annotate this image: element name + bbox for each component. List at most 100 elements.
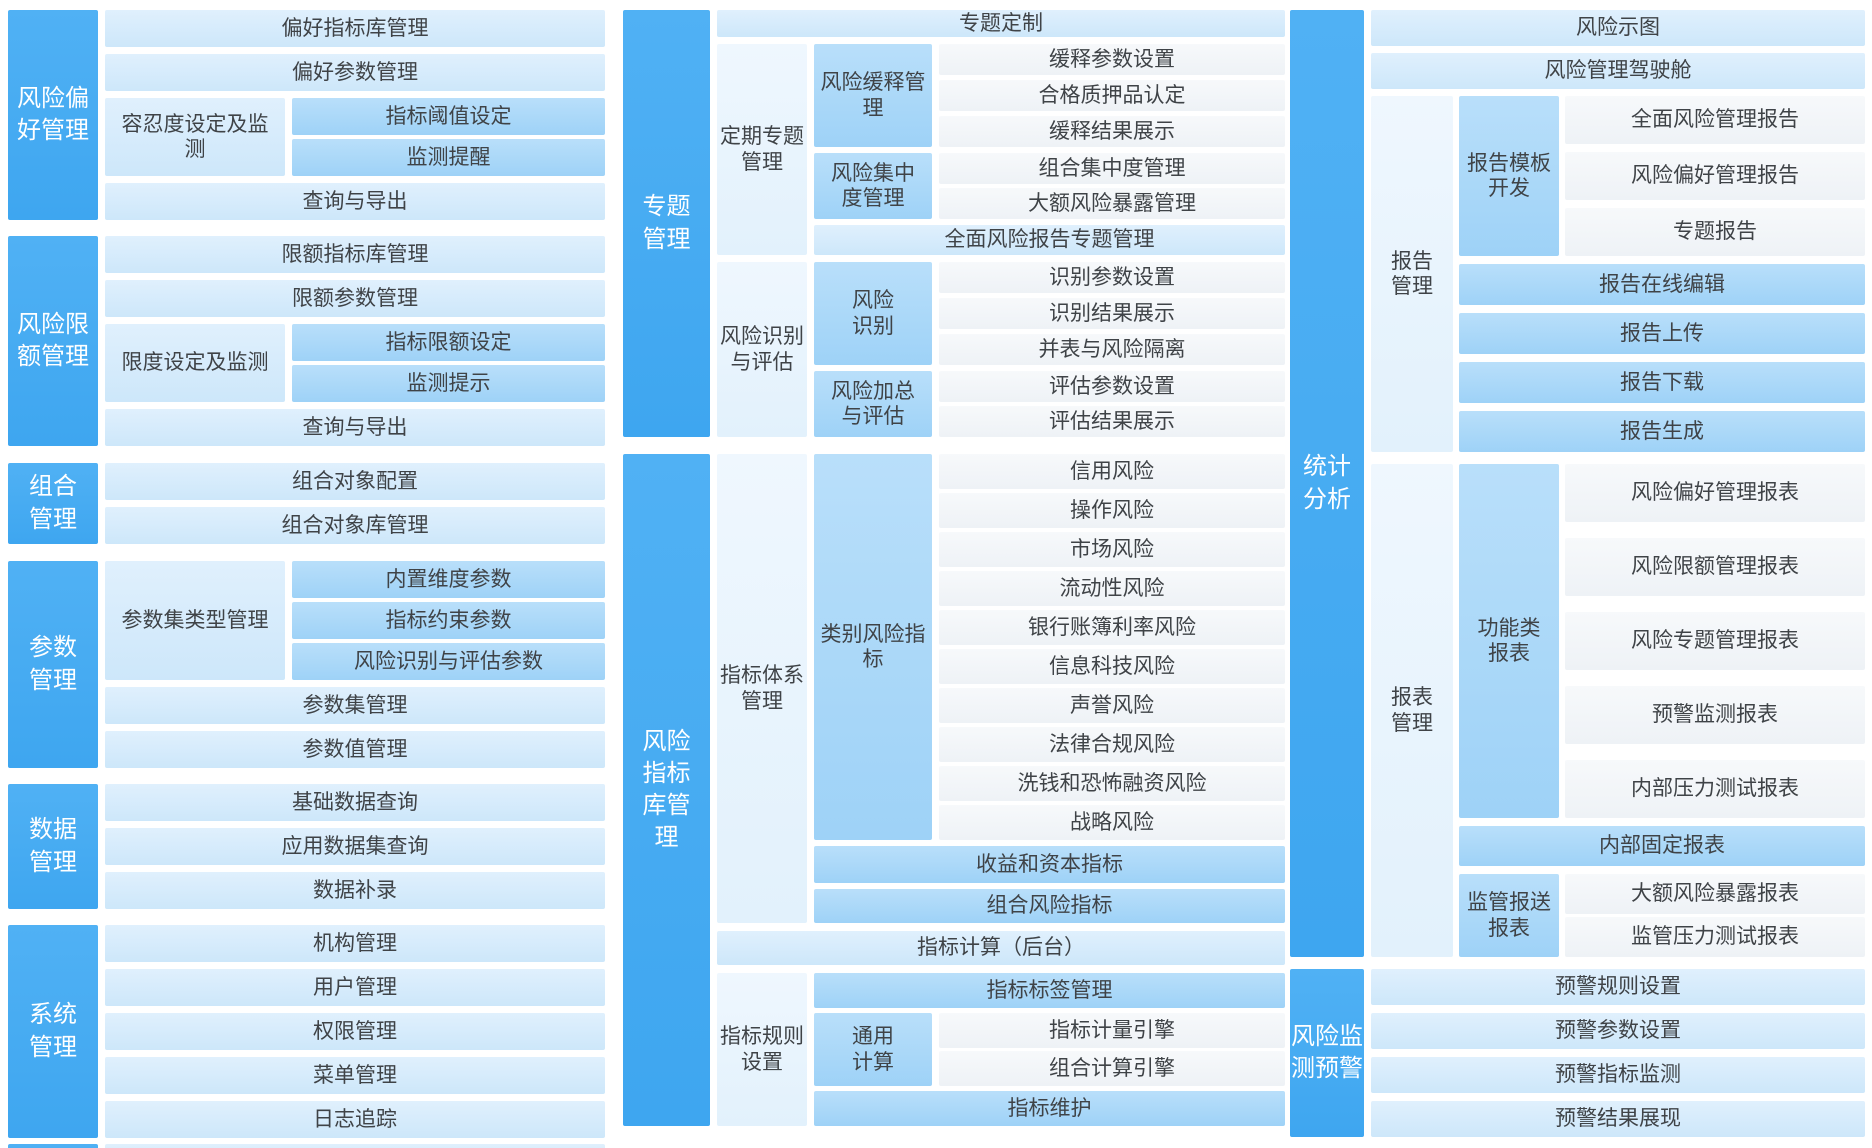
node-ident-param-setting: 识别参数设置 bbox=[939, 262, 1285, 293]
node-risk-ident-eval: 风险识别 与评估 bbox=[717, 262, 807, 437]
node-banking-book-rate-risk: 银行账簿利率风险 bbox=[939, 610, 1285, 645]
node-it-risk: 信息科技风险 bbox=[939, 649, 1285, 684]
node-measure-engine: 指标计量引擎 bbox=[939, 1013, 1285, 1048]
node-builtin-dim-param: 内置维度参数 bbox=[292, 561, 605, 598]
group-periodic-topic: 定期专题 管理 风险缓释管 理 缓释参数设置 合格质押品认定 缓释结果展示 风险… bbox=[717, 44, 1285, 255]
section-stats-analysis-label: 统计 分析 bbox=[1290, 10, 1364, 957]
section-parameter-label: 参数 管理 bbox=[8, 561, 98, 768]
node-risk-preference-report: 风险偏好管理报告 bbox=[1565, 152, 1865, 200]
section-risk-preference-label: 风险偏 好管理 bbox=[8, 10, 98, 220]
node-user-mgmt: 用户管理 bbox=[105, 969, 605, 1006]
group-table-mgmt: 报表 管理 功能类 报表 风险偏好管理报表 风险限额管理报表 风险专题管理报表 … bbox=[1371, 464, 1865, 957]
node-report-mgmt: 报告 管理 bbox=[1371, 96, 1453, 452]
node-indicator-rule-setting: 指标规则 设置 bbox=[717, 973, 807, 1126]
node-ident-eval-param: 风险识别与评估参数 bbox=[292, 643, 605, 680]
cutoff-row-sliver bbox=[105, 1144, 605, 1148]
node-report-template-dev: 报告模板 开发 bbox=[1459, 96, 1559, 256]
node-pref-indicator-lib: 偏好指标库管理 bbox=[105, 10, 605, 47]
node-warning-param-setting: 预警参数设置 bbox=[1371, 1013, 1865, 1049]
node-eval-param-setting: 评估参数设置 bbox=[939, 371, 1285, 402]
section-indicator-lib-label: 风险 指标 库管 理 bbox=[623, 454, 710, 1126]
node-regulatory-tables: 监管报送 报表 bbox=[1459, 874, 1559, 957]
section-risk-limit-label: 风险限 额管理 bbox=[8, 236, 98, 446]
node-portfolio-object-lib: 组合对象库管理 bbox=[105, 507, 605, 544]
node-eval-result-display: 评估结果展示 bbox=[939, 406, 1285, 437]
node-indicator-limit: 指标限额设定 bbox=[292, 324, 605, 361]
left-column: 风险偏 好管理 偏好指标库管理 偏好参数管理 容忍度设定及监 测 指标阈值设定 … bbox=[8, 10, 605, 1148]
node-indicator-system-mgmt: 指标体系 管理 bbox=[717, 454, 807, 923]
node-mitigation-result-display: 缓释结果展示 bbox=[939, 116, 1285, 147]
section-risk-monitor-warning-label: 风险监 测预警 bbox=[1290, 969, 1364, 1137]
section-system: 系统 管理 机构管理 用户管理 权限管理 菜单管理 日志追踪 bbox=[8, 925, 605, 1138]
node-risk-chart: 风险示图 bbox=[1371, 10, 1865, 46]
node-warning-result-display: 预警结果展现 bbox=[1371, 1101, 1865, 1137]
section-topic-mgmt-label: 专题 管理 bbox=[623, 10, 710, 437]
node-credit-risk: 信用风险 bbox=[939, 454, 1285, 489]
group-report-mgmt: 报告 管理 报告模板 开发 全面风险管理报告 风险偏好管理报告 专题报告 报告在… bbox=[1371, 96, 1865, 452]
node-portfolio-concentration: 组合集中度管理 bbox=[939, 153, 1285, 184]
section-system-label: 系统 管理 bbox=[8, 925, 98, 1138]
node-report-download: 报告下载 bbox=[1459, 362, 1865, 403]
node-category-risk-indicator: 类别风险指 标 bbox=[814, 454, 932, 840]
section-risk-preference: 风险偏 好管理 偏好指标库管理 偏好参数管理 容忍度设定及监 测 指标阈值设定 … bbox=[8, 10, 605, 220]
node-limit-setting: 限度设定及监测 bbox=[105, 324, 285, 402]
node-risk-concentration-mgmt: 风险集中 度管理 bbox=[814, 153, 932, 219]
node-report-upload: 报告上传 bbox=[1459, 313, 1865, 354]
node-internal-fixed-table: 内部固定报表 bbox=[1459, 826, 1865, 866]
node-menu-mgmt: 菜单管理 bbox=[105, 1057, 605, 1094]
node-ident-result-display: 识别结果展示 bbox=[939, 298, 1285, 329]
node-internal-stress-test-table: 内部压力测试报表 bbox=[1565, 760, 1865, 818]
node-large-exposure-table: 大额风险暴露报表 bbox=[1565, 874, 1865, 914]
node-portfolio-calc-engine: 组合计算引擎 bbox=[939, 1051, 1285, 1086]
node-mitigation-param-setting: 缓释参数设置 bbox=[939, 44, 1285, 75]
node-regulatory-stress-test-table: 监管压力测试报表 bbox=[1565, 917, 1865, 957]
node-monitor-hint: 监测提示 bbox=[292, 365, 605, 402]
node-liquidity-risk: 流动性风险 bbox=[939, 571, 1285, 606]
node-operational-risk: 操作风险 bbox=[939, 493, 1285, 528]
node-limit-param: 限额参数管理 bbox=[105, 280, 605, 317]
node-report-online-edit: 报告在线编辑 bbox=[1459, 264, 1865, 305]
node-param-value-mgmt: 参数值管理 bbox=[105, 731, 605, 768]
node-pref-query-export: 查询与导出 bbox=[105, 183, 605, 220]
node-consolidation-isolation: 并表与风险隔离 bbox=[939, 334, 1285, 365]
right-column: 统计 分析 风险示图 风险管理驾驶舱 报告 管理 报告模板 开发 全面风险管理报… bbox=[1290, 10, 1865, 1137]
cutoff-section-sliver bbox=[8, 1144, 605, 1148]
node-permission-mgmt: 权限管理 bbox=[105, 1013, 605, 1050]
group-risk-ident-eval: 风险识别 与评估 风险 识别 识别参数设置 识别结果展示 并表与风险隔离 风险加… bbox=[717, 262, 1285, 437]
node-portfolio-object-config: 组合对象配置 bbox=[105, 463, 605, 500]
node-data-supplement: 数据补录 bbox=[105, 872, 605, 909]
node-indicator-tag-mgmt: 指标标签管理 bbox=[814, 973, 1285, 1008]
section-portfolio-label: 组合 管理 bbox=[8, 463, 98, 544]
node-indicator-calc-backend: 指标计算（后台） bbox=[717, 931, 1285, 965]
node-tolerance-setting: 容忍度设定及监 测 bbox=[105, 98, 285, 176]
section-risk-limit: 风险限 额管理 限额指标库管理 限额参数管理 限度设定及监测 指标限额设定 监测… bbox=[8, 236, 605, 446]
node-income-capital-indicator: 收益和资本指标 bbox=[814, 846, 1285, 883]
node-app-dataset-query: 应用数据集查询 bbox=[105, 828, 605, 865]
section-parameter: 参数 管理 参数集类型管理 内置维度参数 指标约束参数 风险识别与评估参数 参数… bbox=[8, 561, 605, 768]
node-warning-monitor-table: 预警监测报表 bbox=[1565, 686, 1865, 744]
section-data-label: 数据 管理 bbox=[8, 784, 98, 909]
node-risk-mitigation-mgmt: 风险缓释管 理 bbox=[814, 44, 932, 147]
section-stats-analysis: 统计 分析 风险示图 风险管理驾驶舱 报告 管理 报告模板 开发 全面风险管理报… bbox=[1290, 10, 1865, 957]
node-portfolio-risk-indicator: 组合风险指标 bbox=[814, 889, 1285, 923]
node-indicator-maintenance: 指标维护 bbox=[814, 1091, 1285, 1126]
section-data: 数据 管理 基础数据查询 应用数据集查询 数据补录 bbox=[8, 784, 605, 909]
node-legal-compliance-risk: 法律合规风险 bbox=[939, 727, 1285, 762]
middle-column: 专题 管理 专题定制 定期专题 管理 风险缓释管 理 缓释参数设置 合格质押品认… bbox=[623, 10, 1285, 1126]
node-strategic-risk: 战略风险 bbox=[939, 805, 1285, 840]
node-param-set-type: 参数集类型管理 bbox=[105, 561, 285, 680]
node-monitor-remind: 监测提醒 bbox=[292, 139, 605, 176]
node-functional-tables: 功能类 报表 bbox=[1459, 464, 1559, 818]
node-risk-dashboard: 风险管理驾驶舱 bbox=[1371, 53, 1865, 89]
node-risk-preference-table: 风险偏好管理报表 bbox=[1565, 464, 1865, 522]
node-qualified-collateral: 合格质押品认定 bbox=[939, 80, 1285, 111]
section-topic-mgmt: 专题 管理 专题定制 定期专题 管理 风险缓释管 理 缓释参数设置 合格质押品认… bbox=[623, 10, 1285, 437]
node-warning-rule-setting: 预警规则设置 bbox=[1371, 969, 1865, 1005]
node-risk-limit-table: 风险限额管理报表 bbox=[1565, 538, 1865, 596]
node-large-exposure-mgmt: 大额风险暴露管理 bbox=[939, 188, 1285, 219]
node-warning-indicator-monitor: 预警指标监测 bbox=[1371, 1057, 1865, 1093]
group-indicator-system: 指标体系 管理 类别风险指 标 信用风险 操作风险 市场风险 流动性风险 银行账… bbox=[717, 454, 1285, 923]
node-risk-topic-table: 风险专题管理报表 bbox=[1565, 612, 1865, 670]
node-periodic-topic-mgmt: 定期专题 管理 bbox=[717, 44, 807, 255]
